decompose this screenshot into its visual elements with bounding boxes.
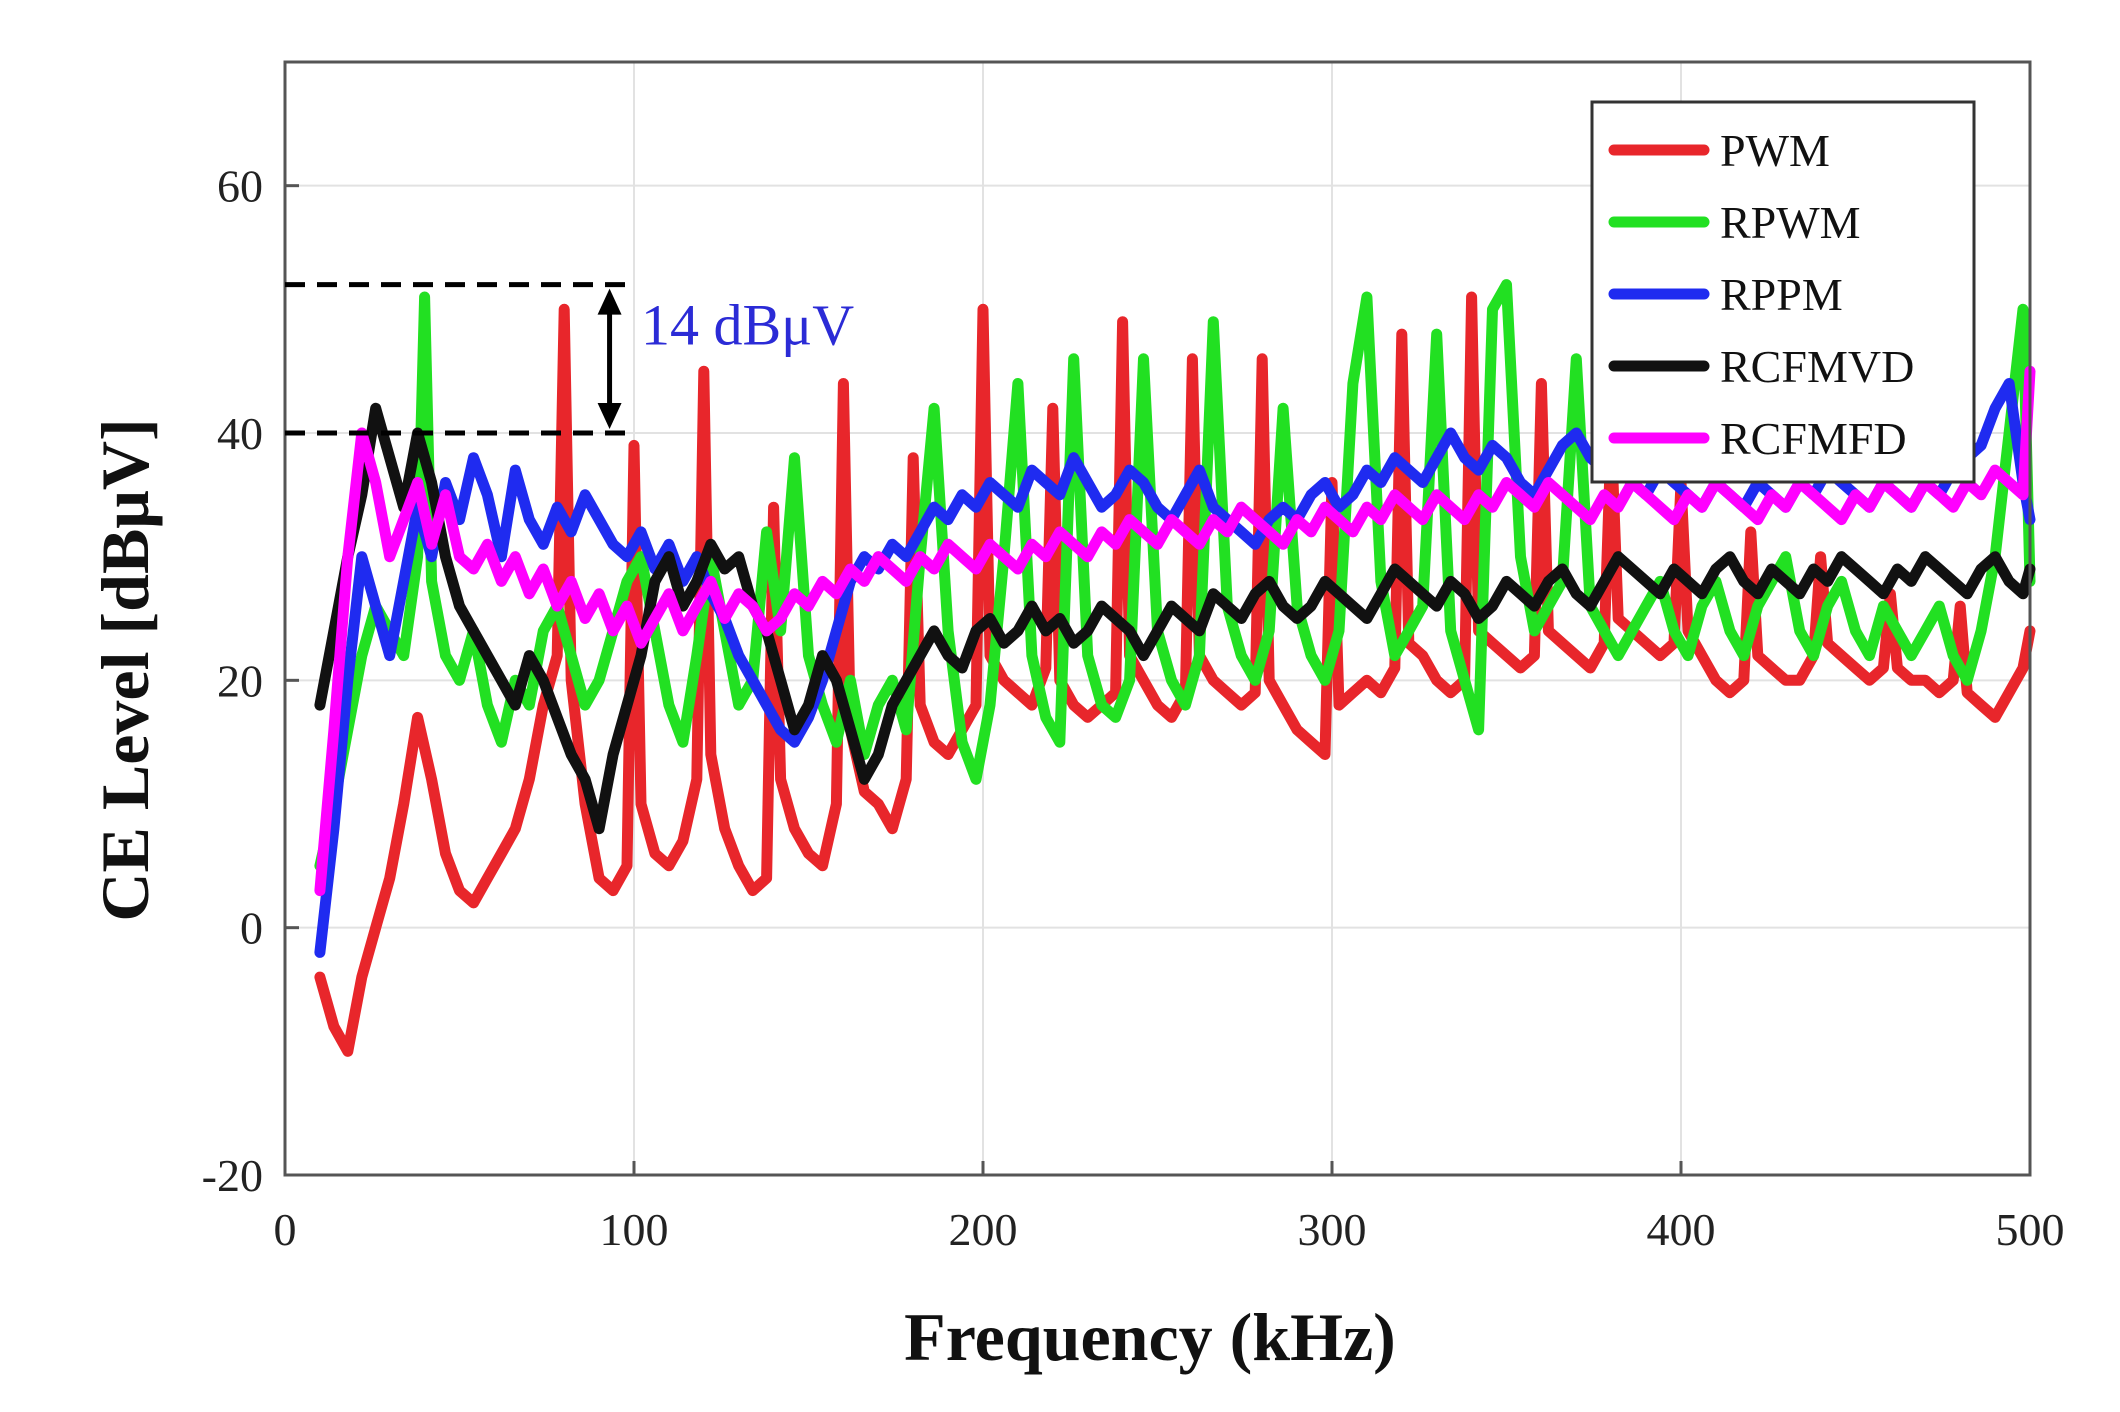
y-axis-title: CE Level [dBμV] [87,418,163,921]
y-tick-label: 60 [217,161,263,212]
x-tick-label: 100 [600,1204,669,1255]
legend-label-rcfmvd: RCFMVD [1720,341,1914,392]
series-line-rcfmvd [314,402,2036,835]
legend-label-rcfmfd: RCFMFD [1720,413,1907,464]
y-tick-label: -20 [202,1150,263,1201]
y-tick-label: 0 [240,903,263,954]
x-axis-title: Frequency (kHz) [904,1299,1396,1375]
series-line-rppm [314,378,2036,958]
annotation-label: 14 dBμV [641,293,854,358]
annotation-arrowhead-up [597,288,622,315]
x-tick-label: 0 [274,1204,297,1255]
series-line-rpwm [314,279,2036,872]
y-tick-label: 40 [217,408,263,459]
x-tick-label: 200 [949,1204,1018,1255]
series-lines [314,279,2036,1057]
y-tick-label: 20 [217,655,263,706]
annotation-arrowhead-down [597,403,622,429]
level-difference-annotation: 14 dBμV [285,282,854,436]
x-tick-label: 400 [1647,1204,1716,1255]
series-line-pwm [314,291,2036,1057]
plot-frame [283,60,2032,1177]
series-line-rcfmfd [314,365,2036,897]
x-tick-label: 500 [1996,1204,2065,1255]
legend: PWM RPWM RPPM RCFMVD RCFMFD [1590,100,1976,484]
legend-label-rppm: RPPM [1720,269,1843,320]
x-tick-label: 300 [1298,1204,1367,1255]
legend-label-rpwm: RPWM [1720,197,1861,248]
legend-label-pwm: PWM [1720,125,1830,176]
